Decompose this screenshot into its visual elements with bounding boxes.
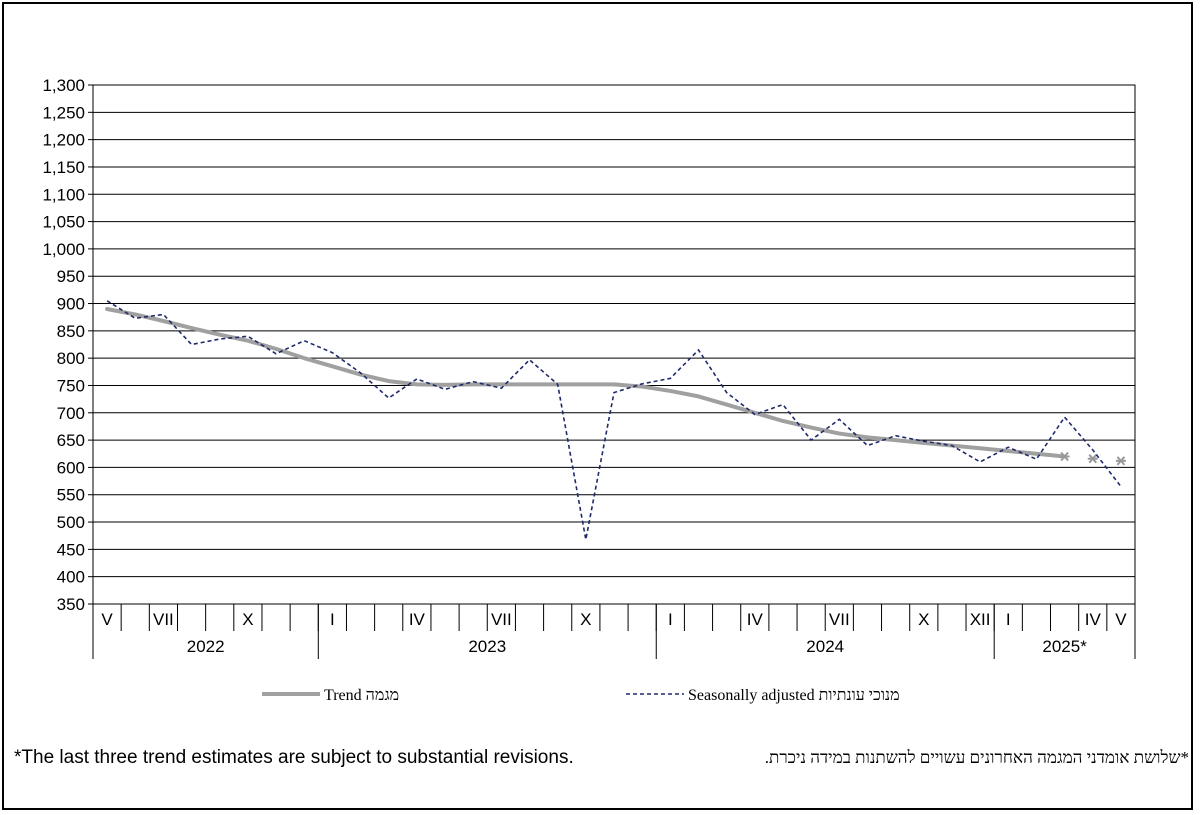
y-tick-label: 1,100 xyxy=(42,185,85,204)
x-month-label: I xyxy=(668,610,673,629)
y-tick-label: 750 xyxy=(57,376,85,395)
line-chart: 350 400 450 500 550 600 650 700 750 800 850 900 950 1… xyxy=(42,76,1136,704)
y-tick-label: 1,000 xyxy=(42,240,85,259)
legend-sa-label: Seasonally adjusted מנוכי עונתיות xyxy=(688,687,900,704)
y-tick-label: 1,300 xyxy=(42,76,85,95)
y-tick-label: 400 xyxy=(57,568,85,587)
x-month-label: VII xyxy=(491,610,512,629)
y-tick-label: 1,150 xyxy=(42,158,85,177)
x-month-label: X xyxy=(918,610,929,629)
x-month-label: V xyxy=(1115,610,1127,629)
y-tick-label: 500 xyxy=(57,513,85,532)
y-tick-label: 850 xyxy=(57,322,85,341)
y-tick-label: 800 xyxy=(57,349,85,368)
trend-line xyxy=(105,306,1067,459)
y-tick-label: 550 xyxy=(57,486,85,505)
y-tick-label: 1,250 xyxy=(42,103,85,122)
trend-provisional-marker xyxy=(1087,454,1098,464)
trend-provisional-marker xyxy=(1059,451,1070,462)
x-year-label: 2024 xyxy=(806,637,844,656)
x-year-label: 2025* xyxy=(1042,637,1087,656)
y-tick-label: 350 xyxy=(57,595,85,614)
x-month-label: IV xyxy=(1085,610,1102,629)
x-month-label: VII xyxy=(829,610,850,629)
x-month-label: V xyxy=(101,610,113,629)
y-tick-label: 900 xyxy=(57,295,85,314)
y-tick-label: 950 xyxy=(57,267,85,286)
y-tick-label: 700 xyxy=(57,404,85,423)
x-month-label: I xyxy=(1006,610,1011,629)
x-year-label: 2023 xyxy=(468,637,506,656)
y-tick-label: 450 xyxy=(57,540,85,559)
x-month-label: VII xyxy=(153,610,174,629)
x-year-label: 2022 xyxy=(187,637,225,656)
x-month-label: I xyxy=(330,610,335,629)
x-month-label: IV xyxy=(409,610,426,629)
seasonally-adjusted-line xyxy=(106,300,1122,540)
y-tick-label: 600 xyxy=(57,458,85,477)
legend-trend-label: Trend מגמה xyxy=(324,687,399,704)
trend-provisional-marker xyxy=(1115,456,1126,466)
y-tick-label: 1,200 xyxy=(42,131,85,150)
y-tick-label: 1,050 xyxy=(42,213,85,232)
plot-area xyxy=(92,84,1136,605)
footnote-english: *The last three trend estimates are subj… xyxy=(14,747,574,768)
x-month-label: X xyxy=(242,610,253,629)
x-month-label: XII xyxy=(970,610,991,629)
x-month-label: X xyxy=(580,610,591,629)
y-tick-label: 650 xyxy=(57,431,85,450)
x-month-label: IV xyxy=(747,610,764,629)
footnote-hebrew: *שלושת אומדני המגמה האחרונים עשויים להשת… xyxy=(764,748,1189,767)
